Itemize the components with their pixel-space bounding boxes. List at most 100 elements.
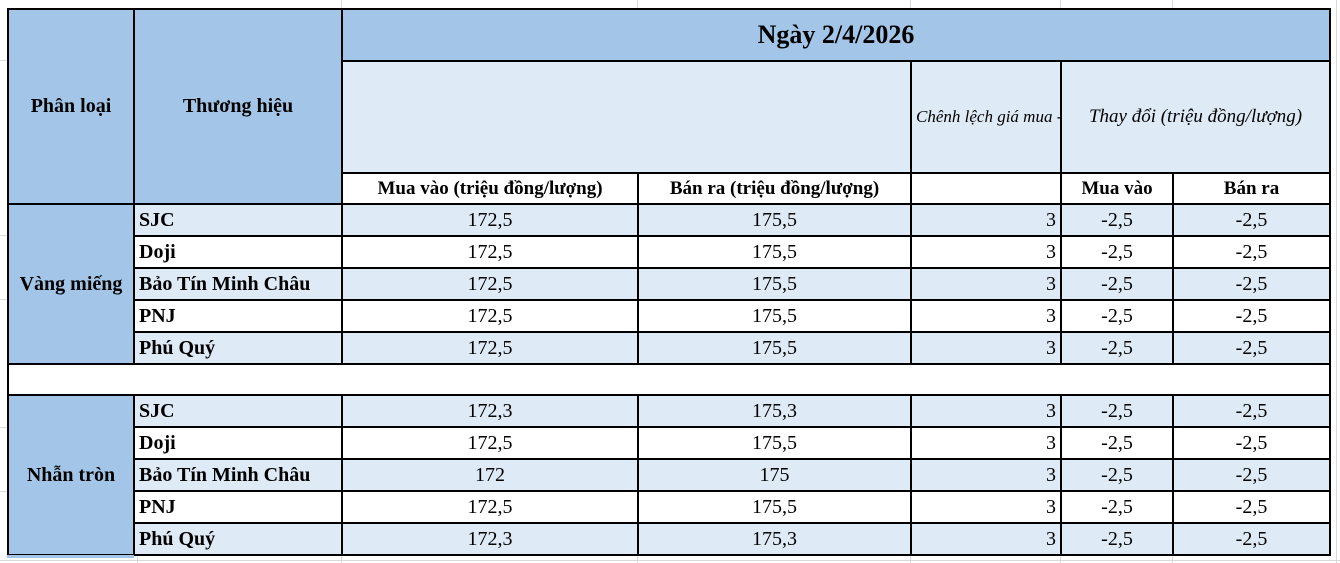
cell-change-buy[interactable]: -2,5 [1060,203,1174,237]
cell-spread[interactable]: 3 [910,394,1062,428]
cell-spread[interactable]: 3 [910,522,1062,556]
cell-change-buy[interactable]: -2,5 [1060,394,1174,428]
cell-sell-price[interactable]: 175,5 [637,299,912,333]
cell-buy-price[interactable]: 172,5 [341,267,639,301]
cell-spread[interactable]: 3 [910,203,1062,237]
gridline [0,560,1340,561]
cell-sell-price[interactable]: 175,5 [637,267,912,301]
cell-sell-price[interactable]: 175 [637,458,912,492]
table-row: PNJ 172,5 175,5 3 -2,5 -2,5 [8,490,1332,524]
header-ban-ra[interactable]: Bán ra [1171,172,1332,205]
cell-change-sell[interactable]: -2,5 [1171,458,1332,492]
cell-brand[interactable]: Phú Quý [133,331,343,365]
cell-brand[interactable]: SJC [133,203,343,237]
cell-sell-price[interactable]: 175,5 [637,331,912,365]
table-row: Phú Quý 172,3 175,3 3 -2,5 -2,5 [8,522,1332,556]
gridline [137,556,138,563]
cell-spread[interactable]: 3 [910,299,1062,333]
header-mua-vao[interactable]: Mua vào [1060,172,1174,205]
cell-brand[interactable]: Bảo Tín Minh Châu [133,267,343,301]
gridline [0,299,7,300]
cell-spread[interactable]: 3 [910,490,1062,524]
cell-change-buy[interactable]: -2,5 [1060,267,1174,301]
group-label-nhan-tron[interactable]: Nhẫn tròn [7,394,135,556]
header-thay-doi[interactable]: Thay đổi (triệu đồng/lượng) [1059,60,1332,174]
cell-buy-price[interactable]: 172,5 [341,299,639,333]
cell-change-sell[interactable]: -2,5 [1171,267,1332,301]
cell-sell-price[interactable]: 175,5 [637,235,912,269]
cell-change-sell[interactable]: -2,5 [1171,522,1332,556]
cell-buy-price[interactable]: 172,5 [341,490,639,524]
separator-row [6,363,1332,396]
cell-brand[interactable]: Doji [133,235,343,269]
table-row: Bảo Tín Minh Châu 172,5 175,5 3 -2,5 -2,… [8,267,1332,301]
gridline [1172,0,1173,8]
cell-brand[interactable]: PNJ [133,299,343,333]
cell-spread[interactable]: 3 [910,331,1062,365]
header-date[interactable]: Ngày 2/4/2026 [340,8,1332,62]
cell-sell-price[interactable]: 175,5 [637,490,912,524]
cell-change-sell[interactable]: -2,5 [1171,203,1332,237]
cell-change-sell[interactable]: -2,5 [1171,394,1332,428]
cell-buy-price[interactable]: 172,5 [341,426,639,460]
cell-buy-price[interactable]: 172 [341,458,639,492]
gridline [637,556,638,563]
cell-buy-price[interactable]: 172,3 [341,394,639,428]
header-spacer-cell[interactable] [341,60,912,174]
cell-brand[interactable]: Bảo Tín Minh Châu [133,458,343,492]
cell-buy-price[interactable]: 172,5 [341,203,639,237]
cell-spread[interactable]: 3 [910,426,1062,460]
cell-spread[interactable]: 3 [910,458,1062,492]
header-chenh-lech-spacer[interactable] [910,172,1062,205]
gridline [910,0,911,8]
header-phan-loai[interactable]: Phân loại [7,8,135,205]
cell-buy-price[interactable]: 172,5 [341,235,639,269]
cell-change-sell[interactable]: -2,5 [1171,235,1332,269]
cell-sell-price[interactable]: 175,3 [637,394,912,428]
table-row: PNJ 172,5 175,5 3 -2,5 -2,5 [8,299,1332,333]
cell-brand[interactable]: Phú Quý [133,522,343,556]
table-row: Bảo Tín Minh Châu 172 175 3 -2,5 -2,5 [8,458,1332,492]
cell-sell-price[interactable]: 175,5 [637,426,912,460]
gridline [0,427,7,428]
gridline [910,556,911,563]
cell-change-buy[interactable]: -2,5 [1060,299,1174,333]
cell-change-buy[interactable]: -2,5 [1060,426,1174,460]
cell-spread[interactable]: 3 [910,267,1062,301]
header-thuong-hieu[interactable]: Thương hiệu [133,8,343,205]
table-row: Nhẫn tròn SJC 172,3 175,3 3 -2,5 -2,5 [7,394,1332,556]
table-row: Doji 172,5 175,5 3 -2,5 -2,5 [8,426,1332,460]
cell-buy-price[interactable]: 172,5 [341,331,639,365]
gridline [1172,556,1173,563]
cell-change-sell[interactable]: -2,5 [1171,426,1332,460]
cell-spread[interactable]: 3 [910,235,1062,269]
header-mua-vao-full[interactable]: Mua vào (triệu đồng/lượng) [341,172,639,205]
cell-change-buy[interactable]: -2,5 [1060,522,1174,556]
separator-cell[interactable] [6,363,1332,396]
cell-brand[interactable]: PNJ [133,490,343,524]
cell-sell-price[interactable]: 175,3 [637,522,912,556]
table-row: Doji 172,5 175,5 3 -2,5 -2,5 [8,235,1332,269]
cell-change-sell[interactable]: -2,5 [1171,490,1332,524]
cell-brand[interactable]: Doji [133,426,343,460]
cell-buy-price[interactable]: 172,3 [341,522,639,556]
cell-change-buy[interactable]: -2,5 [1060,235,1174,269]
header-ban-ra-full[interactable]: Bán ra (triệu đồng/lượng) [637,172,912,205]
gridline [1336,0,1337,563]
gridline [341,0,342,8]
gridline [0,491,7,492]
cell-change-sell[interactable]: -2,5 [1171,331,1332,365]
cell-change-buy[interactable]: -2,5 [1060,458,1174,492]
gridline [341,556,342,563]
gridline [1060,0,1061,8]
cell-change-buy[interactable]: -2,5 [1060,490,1174,524]
gridline [637,0,638,8]
group-label-vang-mieng[interactable]: Vàng miếng [7,203,135,365]
gridline [0,235,7,236]
cell-change-sell[interactable]: -2,5 [1171,299,1332,333]
cell-sell-price[interactable]: 175,5 [637,203,912,237]
header-chenh-lech[interactable]: Chênh lệch giá mua - bán [910,60,1062,174]
cell-brand[interactable]: SJC [133,394,343,428]
cell-change-buy[interactable]: -2,5 [1060,331,1174,365]
table-row: Phú Quý 172,5 175,5 3 -2,5 -2,5 [8,331,1332,365]
